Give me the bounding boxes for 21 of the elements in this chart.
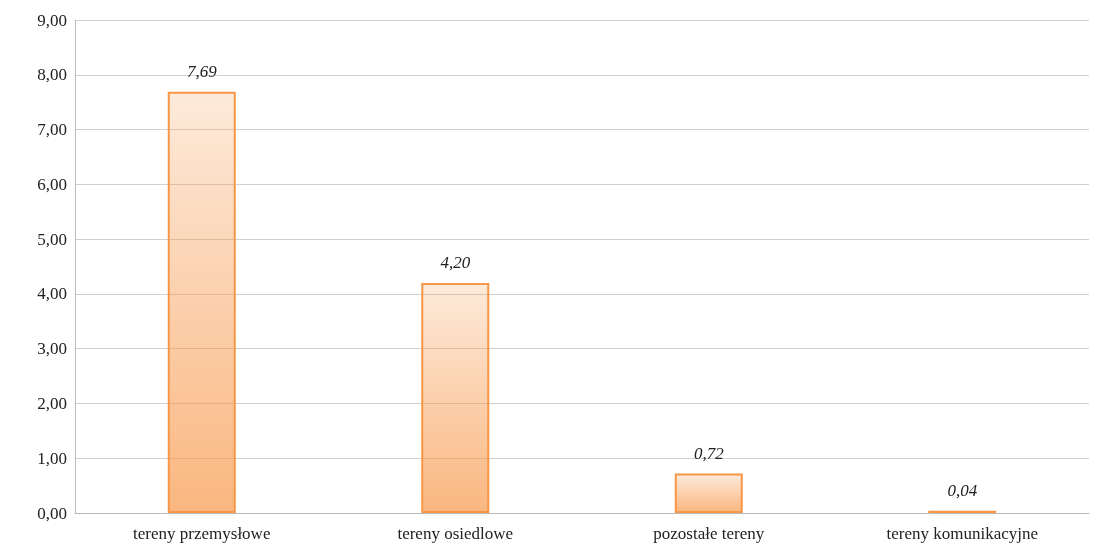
y-tick-label: 1,00 bbox=[37, 448, 67, 468]
y-tick-label: 2,00 bbox=[37, 393, 67, 413]
y-tick-label: 4,00 bbox=[37, 284, 67, 304]
bar bbox=[674, 473, 743, 513]
x-tick-label: tereny komunikacyjne bbox=[886, 524, 1039, 543]
x-tick-label: tereny przemysłowe bbox=[133, 524, 271, 543]
y-tick-label: 8,00 bbox=[37, 65, 67, 85]
x-tick-label: pozostałe tereny bbox=[653, 524, 765, 543]
bar bbox=[421, 282, 490, 513]
bar bbox=[167, 91, 236, 513]
y-tick-label: 0,00 bbox=[37, 503, 67, 523]
data-label: 4,20 bbox=[440, 252, 471, 272]
x-tick-label: tereny osiedlowe bbox=[397, 524, 514, 543]
y-tick-label: 5,00 bbox=[37, 229, 67, 249]
data-label: 0,72 bbox=[693, 443, 725, 463]
y-tick-label: 3,00 bbox=[37, 339, 67, 359]
y-tick-label: 9,00 bbox=[37, 10, 67, 30]
data-label: 7,69 bbox=[186, 61, 218, 81]
y-tick-label: 6,00 bbox=[37, 174, 67, 194]
y-tick-label: 7,00 bbox=[37, 120, 67, 140]
data-label: 0,04 bbox=[947, 480, 978, 500]
